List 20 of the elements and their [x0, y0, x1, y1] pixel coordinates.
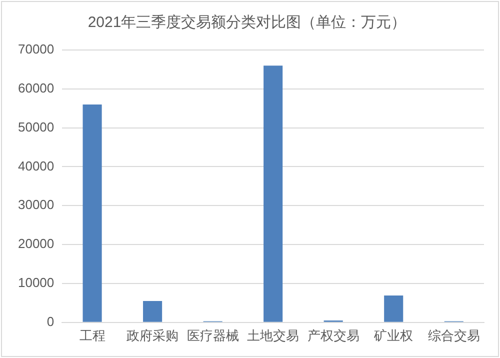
x-tick-label: 综合交易 [428, 328, 480, 343]
x-tick-label: 工程 [79, 328, 106, 343]
bar [384, 296, 404, 322]
y-tick-label: 20000 [18, 236, 54, 252]
x-tick-label: 土地交易 [247, 328, 300, 343]
bar [143, 300, 162, 322]
chart-title: 2021年三季度交易额分类对比图（单位：万元） [88, 14, 406, 32]
y-tick-label: 60000 [18, 80, 54, 96]
y-tick-label: 30000 [18, 197, 54, 212]
y-tick-label: 0 [46, 314, 54, 329]
x-tick-label: 政府采购 [126, 328, 179, 343]
x-tick-label: 矿业权 [373, 328, 414, 343]
y-tick-label: 10000 [18, 275, 54, 290]
x-tick-label: 产权交易 [307, 328, 360, 343]
y-tick-label: 40000 [18, 158, 54, 174]
bar [82, 104, 102, 322]
y-tick-label: 50000 [18, 119, 54, 134]
bar [264, 66, 283, 322]
x-tick-label: 医疗器械 [186, 328, 239, 343]
y-tick-label: 70000 [18, 42, 54, 57]
